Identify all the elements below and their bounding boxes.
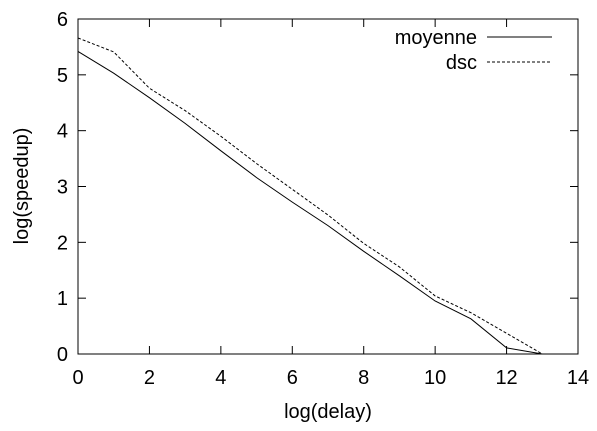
x-tick-label: 0 <box>72 367 83 389</box>
y-tick-label: 3 <box>57 177 68 199</box>
x-tick-label: 12 <box>495 367 517 389</box>
plot-frame <box>77 18 579 355</box>
y-tick-label: 0 <box>57 344 68 366</box>
x-tick-label: 14 <box>567 367 589 389</box>
legend-label-moyenne: moyenne <box>395 27 477 49</box>
x-tick-label: 4 <box>215 367 226 389</box>
legend: moyenne dsc <box>395 27 552 74</box>
y-tick-label: 1 <box>57 288 68 310</box>
y-tick-label: 4 <box>57 121 68 143</box>
x-tick-label: 10 <box>424 367 446 389</box>
x-tick-label: 2 <box>144 367 155 389</box>
legend-label-dsc: dsc <box>446 52 477 74</box>
x-axis-label: log(delay) <box>284 401 372 423</box>
y-axis-ticks: 0 1 2 3 4 5 6 <box>57 9 578 366</box>
series-layer <box>77 37 578 355</box>
y-tick-label: 2 <box>57 232 68 254</box>
series-line-dsc <box>77 37 578 355</box>
x-tick-label: 8 <box>358 367 369 389</box>
y-tick-label: 6 <box>57 9 68 31</box>
y-tick-label: 5 <box>57 65 68 87</box>
y-axis-label: log(speedup) <box>11 128 33 245</box>
x-tick-label: 6 <box>287 367 298 389</box>
series-line-moyenne <box>77 50 578 355</box>
x-axis-ticks: 0 2 4 6 8 10 12 14 <box>72 19 589 389</box>
